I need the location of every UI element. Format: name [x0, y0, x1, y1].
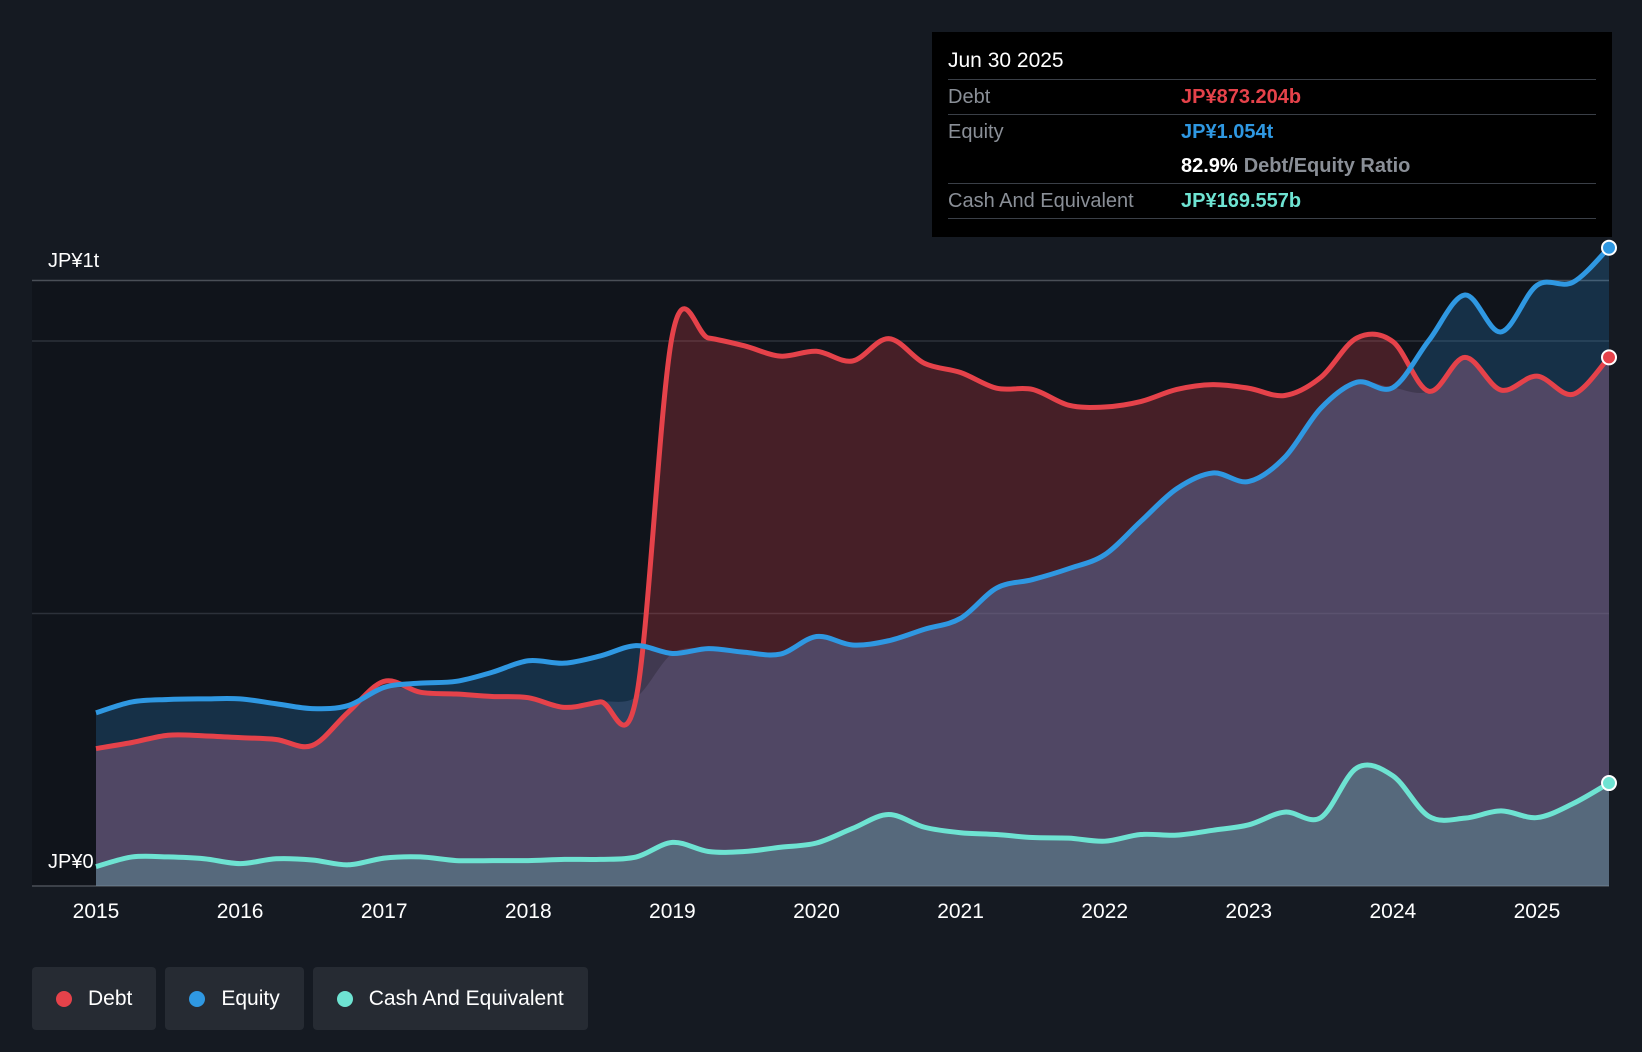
- gridlines: [32, 279, 1609, 887]
- tooltip-cash-label: Cash And Equivalent: [948, 190, 1134, 212]
- tooltip-date: Jun 30 2025: [948, 49, 1064, 72]
- x-tick-label: 2019: [649, 900, 696, 923]
- legend-item-cash[interactable]: Cash And Equivalent: [312, 967, 588, 1030]
- tooltip-equity-value: JP¥1.054t: [1181, 121, 1274, 143]
- tooltip-panel: Jun 30 2025 Debt JP¥873.204b Equity JP¥1…: [932, 32, 1612, 237]
- cash-and-equivalent-end-marker: [1601, 775, 1617, 792]
- equity-area: [96, 247, 1609, 886]
- tooltip-cash-value: JP¥169.557b: [1181, 190, 1302, 212]
- x-tick-label: 2025: [1513, 900, 1561, 923]
- x-tick-label: 2020: [793, 900, 840, 923]
- cash-and-equivalent-line: [95, 762, 1611, 870]
- legend-item-equity[interactable]: Equity: [165, 967, 304, 1030]
- x-tick-label: 2016: [216, 900, 264, 923]
- tooltip-cash-row: Cash And Equivalent JP¥169.557b: [948, 183, 1596, 219]
- series-lines: [95, 245, 1611, 870]
- x-tick-label: 2021: [937, 900, 984, 923]
- tooltip-equity-row: Equity JP¥1.054t: [948, 114, 1596, 149]
- legend-cash-label: Cash And Equivalent: [368, 986, 564, 1010]
- legend-item-debt[interactable]: Debt: [32, 967, 157, 1030]
- legend: Debt Equity Cash And Equivalent: [32, 967, 588, 1030]
- x-tick-label: 2018: [504, 900, 552, 923]
- x-tick-label: 2024: [1369, 900, 1417, 923]
- tooltip-ratio-value: 82.9%: [1181, 155, 1238, 177]
- tooltip-ratio-row: 82.9% Debt/Equity Ratio: [948, 149, 1596, 183]
- tooltip-debt-value: JP¥873.204b: [1181, 86, 1302, 108]
- y-axis-top-label: JP¥1t: [48, 250, 100, 272]
- debt-end-marker: [1601, 349, 1617, 366]
- legend-debt-dot-icon: [56, 990, 72, 1007]
- overlap-area: [96, 357, 1609, 886]
- cash-and-equivalent-area: [96, 765, 1609, 886]
- tooltip-debt-label: Debt: [948, 86, 991, 108]
- x-tick-label: 2017: [360, 900, 408, 923]
- y-axis-bottom-label: JP¥0: [48, 851, 94, 873]
- tooltip-ratio-label: Debt/Equity Ratio: [1243, 155, 1411, 177]
- equity-end-marker: [1601, 239, 1617, 256]
- plot-highlight-band: [32, 280, 1609, 886]
- legend-debt-label: Debt: [88, 986, 133, 1010]
- x-tick-label: 2015: [72, 900, 120, 923]
- equity-line: [95, 245, 1611, 716]
- x-tick-label: 2023: [1225, 900, 1273, 923]
- legend-cash-dot-icon: [336, 990, 353, 1007]
- tooltip-debt-row: Debt JP¥873.204b: [948, 79, 1596, 114]
- debt-area: [96, 308, 1609, 886]
- tooltip-equity-label: Equity: [948, 121, 1004, 143]
- x-tick-label: 2022: [1081, 900, 1129, 923]
- legend-equity-dot-icon: [189, 990, 206, 1007]
- series-areas: [96, 247, 1609, 886]
- legend-equity-label: Equity: [221, 986, 280, 1010]
- end-markers: [1601, 239, 1617, 792]
